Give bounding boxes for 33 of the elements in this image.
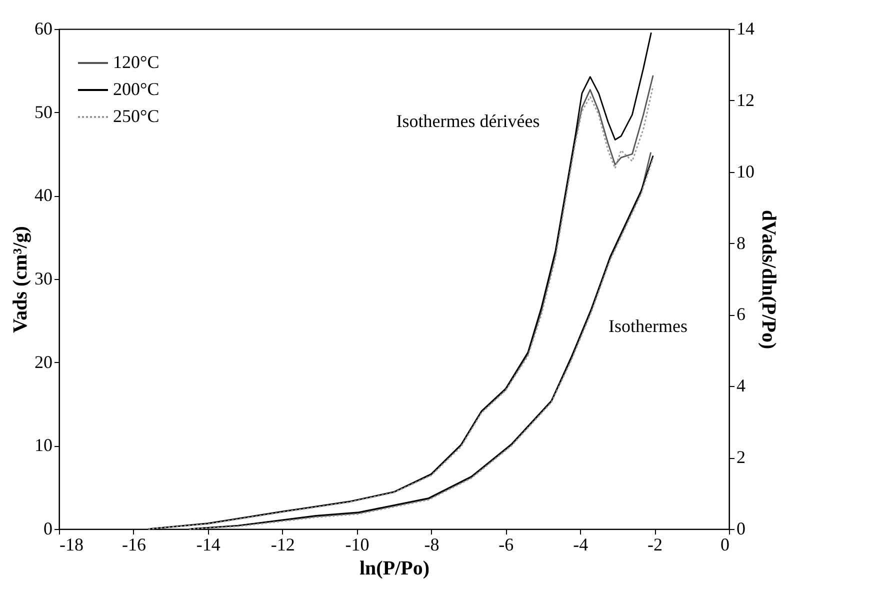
y-tick-label: 60: [34, 18, 52, 38]
x-tick-label: -14: [196, 534, 220, 554]
x-tick-label: -6: [498, 534, 514, 554]
annotation: Isothermes dérivées: [396, 111, 540, 131]
x-tick-label: -8: [424, 534, 440, 554]
y2-tick-label: 8: [736, 232, 746, 253]
y-tick-label: 0: [44, 518, 52, 538]
x-tick-label: -10: [345, 534, 370, 554]
y2-tick-label: 2: [736, 447, 746, 468]
x-tick-label: 0: [720, 534, 730, 554]
x-tick-label: -18: [60, 534, 84, 554]
y2-tick-label: 0: [736, 518, 746, 538]
y-axis-title: Vads (cm³/g): [10, 226, 32, 333]
y2-tick-label: 4: [736, 376, 746, 396]
legend-label: 200°C: [113, 79, 160, 99]
y-tick-label: 10: [34, 435, 52, 456]
y2-tick-label: 12: [736, 90, 754, 110]
y2-tick-label: 6: [736, 304, 746, 324]
y2-axis-title: dVads/dln(P/Po): [758, 210, 780, 350]
x-tick-label: -16: [122, 534, 146, 554]
x-tick-label: -12: [270, 534, 295, 554]
x-tick-label: -4: [573, 534, 588, 554]
y-tick-label: 40: [34, 185, 52, 206]
y2-tick-label: 14: [736, 18, 754, 38]
y-tick-label: 30: [34, 268, 52, 288]
y2-tick-label: 10: [736, 161, 754, 182]
legend-label: 120°C: [113, 52, 160, 72]
y-tick-label: 50: [34, 102, 52, 122]
x-axis-title: ln(P/Po): [360, 558, 430, 580]
x-tick-label: -2: [648, 534, 663, 554]
annotation: Isothermes: [608, 316, 688, 336]
legend-label: 250°C: [113, 106, 160, 126]
y-tick-label: 20: [34, 352, 52, 372]
